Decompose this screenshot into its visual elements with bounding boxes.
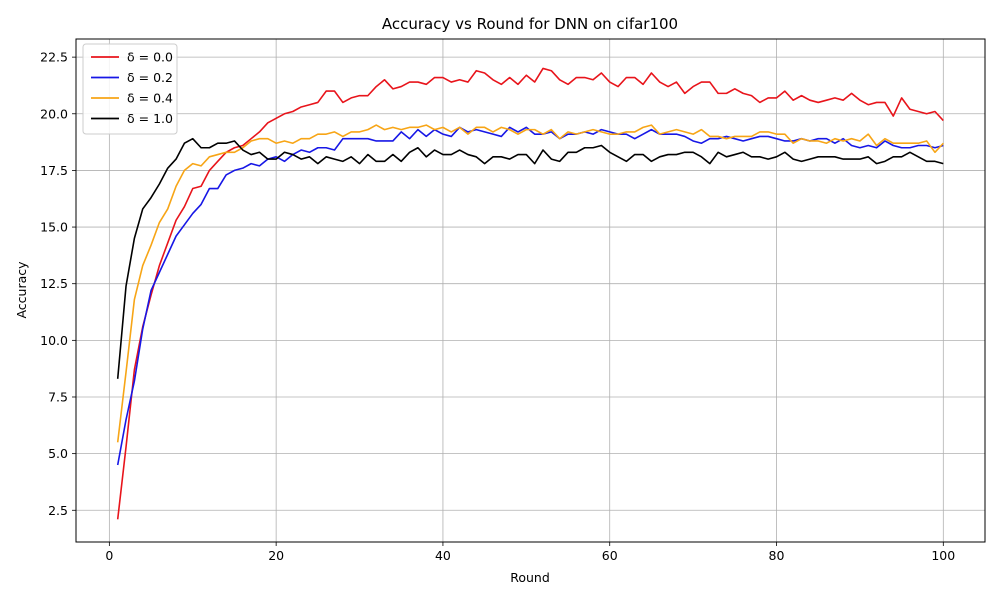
- y-tick-label: 5.0: [48, 446, 68, 461]
- series-line-3: [116, 137, 944, 379]
- grid-lines: [76, 39, 985, 542]
- legend-box: [82, 43, 178, 135]
- x-tick-label: 80: [769, 548, 785, 563]
- y-tick-label: 2.5: [48, 503, 68, 518]
- y-tick-label: 17.5: [40, 163, 68, 178]
- series-line-0: [116, 67, 944, 520]
- series-line-2: [116, 124, 944, 443]
- y-tick-label: 12.5: [40, 276, 68, 291]
- x-axis-label: Round: [510, 570, 550, 585]
- x-tick-label: 0: [105, 548, 113, 563]
- x-tick-label: 40: [435, 548, 451, 563]
- x-tick-label: 60: [602, 548, 618, 563]
- y-tick-label: 10.0: [40, 333, 68, 348]
- chart-title: Accuracy vs Round for DNN on cifar100: [382, 15, 678, 33]
- plot-frame: [75, 38, 986, 543]
- y-tick-label: 7.5: [48, 389, 68, 404]
- y-axis-label: Accuracy: [14, 261, 29, 319]
- x-tick-label: 20: [268, 548, 284, 563]
- legend: δ = 0.0 δ = 0.2 δ = 0.4 δ = 1.0: [82, 43, 178, 135]
- y-tick-label: 15.0: [40, 220, 68, 235]
- legend-label-2: δ = 0.4: [127, 91, 173, 106]
- legend-label-0: δ = 0.0: [127, 50, 173, 65]
- legend-label-1: δ = 0.2: [127, 70, 173, 85]
- x-tick-label: 100: [931, 548, 955, 563]
- y-tick-label: 22.5: [40, 50, 68, 65]
- axis-ticks: 0 20 40 60 80 100 2.5 5.0 7.5 10.0 12.5 15.0 17.5 20.…: [40, 50, 955, 563]
- legend-label-3: δ = 1.0: [127, 111, 173, 126]
- series-layer: [116, 67, 944, 520]
- y-tick-label: 20.0: [40, 106, 68, 121]
